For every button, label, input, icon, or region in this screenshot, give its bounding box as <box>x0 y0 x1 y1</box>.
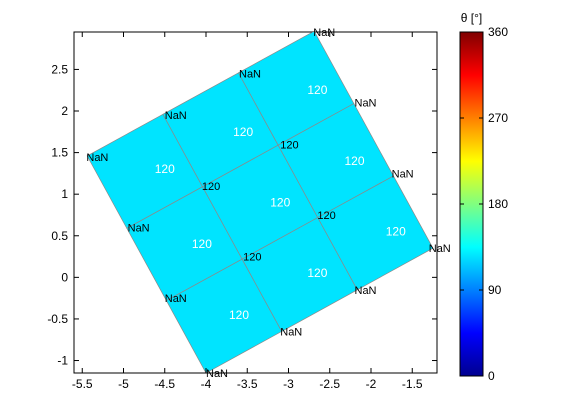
x-tick-label: -2.5 <box>319 377 340 391</box>
node-value-label: 120 <box>280 139 298 151</box>
x-tick-label: -2 <box>366 377 377 391</box>
mesh-layer: 120 120 120 120 120 120 120 120 120 <box>86 32 434 373</box>
x-tick-label: -5 <box>118 377 129 391</box>
colorbar-tick-label: 180 <box>488 197 508 211</box>
y-tick-label: 1 <box>61 187 68 201</box>
cell-value-label: 120 <box>155 162 175 176</box>
node-value-label: NaN <box>392 168 414 180</box>
y-tick-label: 0 <box>61 270 68 284</box>
node-value-label: 120 <box>317 210 335 222</box>
cell-value-label: 120 <box>229 308 249 322</box>
colorbar-tick-label: 270 <box>488 111 508 125</box>
colorbar-tick-label: 90 <box>488 283 502 297</box>
y-tick-label: 1.5 <box>51 146 68 160</box>
node-value-label: 120 <box>243 252 261 264</box>
cell-value-label: 120 <box>270 196 290 210</box>
mesh-cell <box>238 32 355 146</box>
x-tick-label: -5.5 <box>72 377 93 391</box>
x-tick-label: -4 <box>201 377 212 391</box>
x-tick-label: -1.5 <box>402 377 423 391</box>
x-tick-label: -4.5 <box>154 377 175 391</box>
colorbar-tick-label: 0 <box>488 369 495 383</box>
node-value-label: NaN <box>165 110 187 122</box>
node-value-label: NaN <box>128 222 150 234</box>
x-axis: -5.5 -5 -4.5 -4 -3.5 -3 -2.5 -2 -1.5 <box>72 32 423 391</box>
node-value-label: NaN <box>165 293 187 305</box>
colorbar-ticks: 0 90 180 270 360 <box>460 25 508 383</box>
x-tick-label: -3.5 <box>237 377 258 391</box>
colorbar-tick-label: 360 <box>488 25 508 39</box>
cell-value-label: 120 <box>233 125 253 139</box>
y-tick-label: -0.5 <box>47 312 68 326</box>
colorbar: θ [°] 0 90 180 270 360 <box>459 11 508 383</box>
node-value-label: NaN <box>429 243 451 255</box>
cell-value-label: 120 <box>307 83 327 97</box>
node-value-label: NaN <box>280 326 302 338</box>
cell-value-label: 120 <box>307 266 327 280</box>
node-value-label: NaN <box>313 27 335 39</box>
node-value-label: NaN <box>206 368 228 380</box>
y-axis: -1 -0.5 0 0.5 1 1.5 2 2.5 <box>47 62 437 368</box>
cell-value-label: 120 <box>192 237 212 251</box>
cell-value-label: 120 <box>344 154 364 168</box>
node-value-label: NaN <box>239 69 261 81</box>
colorbar-title: θ [°] <box>461 11 482 25</box>
cell-value-label: 120 <box>386 225 406 239</box>
y-tick-label: 0.5 <box>51 229 68 243</box>
y-tick-label: -1 <box>57 354 68 368</box>
y-tick-label: 2 <box>61 104 68 118</box>
y-tick-label: 2.5 <box>51 62 68 76</box>
x-tick-label: -3 <box>283 377 294 391</box>
node-value-label: NaN <box>355 98 377 110</box>
node-value-label: NaN <box>86 152 108 164</box>
node-value-label: 120 <box>202 181 220 193</box>
node-value-label: NaN <box>355 285 377 297</box>
